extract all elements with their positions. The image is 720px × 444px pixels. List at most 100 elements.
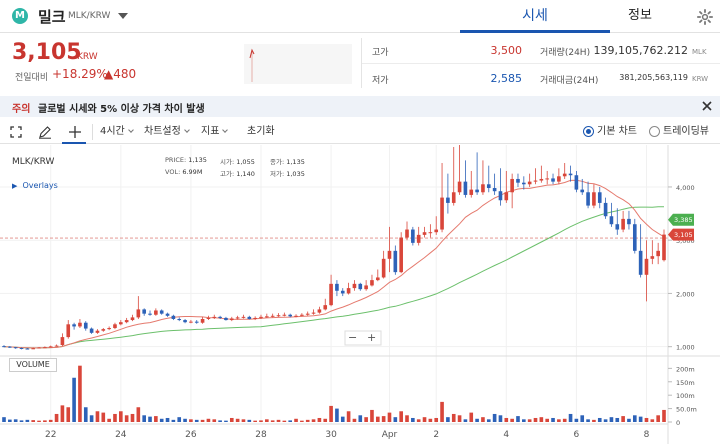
volume-bar <box>270 420 275 422</box>
volume-bar <box>656 415 660 422</box>
candle-body <box>25 348 30 350</box>
candle <box>533 168 538 185</box>
candle <box>200 316 205 324</box>
candle-body <box>475 189 479 193</box>
interval-select[interactable]: 4시간 <box>100 124 134 140</box>
chart-settings-select[interactable]: 차트설정 <box>144 124 190 140</box>
coin-name[interactable]: 밀크 <box>38 8 66 26</box>
coin-pair[interactable]: MLK/KRW <box>68 11 111 21</box>
zoom-out-button[interactable]: − <box>348 331 358 344</box>
candle <box>446 173 450 214</box>
candle-body <box>194 321 199 323</box>
change-rate: +18.29% <box>52 67 108 81</box>
volume-bar <box>37 420 41 422</box>
tradingview-radio[interactable] <box>649 126 660 137</box>
volume-bar <box>83 407 88 422</box>
vol-tick-label: 150m <box>676 379 695 387</box>
candle-body <box>539 178 544 181</box>
vol-tick-label: 50.0m <box>676 406 697 414</box>
indicators-select[interactable]: 지표 <box>201 124 229 140</box>
candle-body <box>165 313 170 316</box>
candle <box>527 173 532 187</box>
tab-info[interactable]: 정보 <box>628 8 652 23</box>
zoom-in-button[interactable]: + <box>367 331 377 344</box>
candle-body <box>229 318 234 321</box>
candle-body <box>171 315 176 319</box>
volume-bar <box>282 420 287 422</box>
candle-body <box>142 309 146 314</box>
mini-chart <box>244 44 352 84</box>
volume-bar <box>662 409 666 422</box>
x-tick-label: 26 <box>185 430 197 440</box>
gear-icon[interactable] <box>696 8 714 26</box>
reset-button[interactable]: 초기화 <box>247 126 275 137</box>
x-tick-label: 24 <box>115 430 127 440</box>
candle <box>206 315 211 321</box>
candle-body <box>189 321 193 323</box>
candle-body <box>311 312 316 314</box>
volume-bar <box>551 417 555 422</box>
candle <box>644 240 649 302</box>
volume-bar <box>492 413 497 422</box>
volume-bar <box>411 417 415 422</box>
volume-bar <box>60 405 65 422</box>
volume-bar <box>364 417 368 422</box>
fullscreen-icon[interactable] <box>10 126 22 138</box>
volume-bar <box>107 418 111 422</box>
volume-bar <box>574 418 579 422</box>
candle <box>323 298 328 311</box>
candle <box>662 229 666 262</box>
tradingview-label[interactable]: 트레이딩뷰 <box>663 126 709 137</box>
candle <box>43 346 47 349</box>
candle <box>78 318 82 329</box>
pencil-icon[interactable] <box>38 125 52 139</box>
volume-bar <box>13 419 18 422</box>
volume-bar <box>527 419 532 422</box>
volume-bar <box>340 416 345 422</box>
candle <box>142 308 146 316</box>
basic-chart-label[interactable]: 기본 차트 <box>597 126 637 137</box>
volume-bar <box>89 415 94 422</box>
volume-bar <box>294 418 298 422</box>
candle <box>364 280 368 291</box>
zoom-controls: − + <box>345 331 381 346</box>
candle <box>498 168 503 206</box>
close-icon[interactable] <box>700 99 714 113</box>
candle-body <box>340 290 345 294</box>
volume-unit: MLK <box>692 48 707 56</box>
candle <box>387 226 392 273</box>
tab-quote[interactable]: 시세 <box>460 0 610 33</box>
candle-body <box>527 181 532 185</box>
candle <box>562 162 567 179</box>
candle <box>551 173 555 185</box>
volume-bar <box>405 415 409 422</box>
candle <box>288 313 293 318</box>
candle-body <box>533 180 538 182</box>
volume-bar <box>48 419 53 422</box>
candle-body <box>317 309 322 313</box>
overlays-toggle[interactable]: ▶ Overlays <box>12 181 58 190</box>
volume-bar <box>288 420 293 422</box>
candle <box>154 308 158 316</box>
coin-select-chevron-down-icon[interactable] <box>118 13 128 19</box>
volume-bar <box>259 420 263 422</box>
volume-bar <box>130 413 135 422</box>
ohlc-open-label: 시가: <box>220 158 235 166</box>
candle-body <box>451 192 456 203</box>
volume-bar <box>171 419 176 422</box>
candle-body <box>37 347 41 349</box>
price-chart-svg[interactable]: 22 24 26 28 30 Apr 2 4 6 84,0003,0002,0001,000200… <box>0 145 720 444</box>
crosshair-icon[interactable] <box>68 125 82 139</box>
chart-area[interactable]: 22 24 26 28 30 Apr 2 4 6 8 4,000 3,000 2,000 1,000 200… <box>0 145 720 444</box>
volume-bar <box>136 407 141 422</box>
volume-bar <box>434 417 439 422</box>
candle-body <box>627 218 631 225</box>
volume-bar <box>440 401 444 422</box>
candle-body <box>253 317 257 319</box>
candle-body <box>270 315 275 317</box>
candle <box>276 313 281 317</box>
volume-bar <box>504 417 509 422</box>
candle <box>95 329 100 334</box>
basic-chart-radio[interactable] <box>583 126 594 137</box>
candle <box>615 208 620 235</box>
